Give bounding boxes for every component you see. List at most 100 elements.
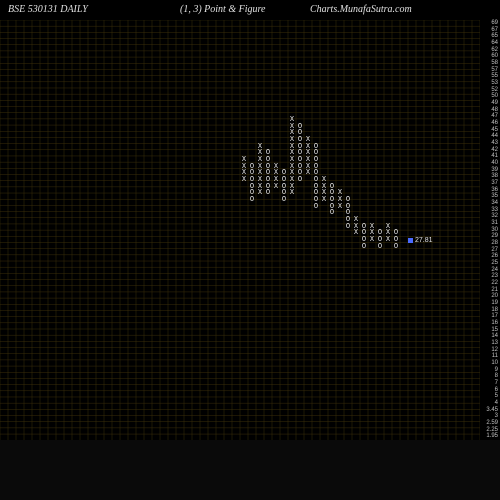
y-axis-label: 67	[491, 27, 498, 33]
pf-x-cell: X	[320, 177, 328, 184]
y-axis-label: 9	[495, 367, 498, 373]
y-axis-label: 64	[491, 40, 498, 46]
pf-x-cell: X	[256, 150, 264, 157]
pf-x-cell: X	[320, 197, 328, 204]
pf-o-cell: O	[248, 164, 256, 171]
y-axis-label: 39	[491, 167, 498, 173]
pf-o-cell: O	[392, 237, 400, 244]
chart-area: XXXXOOOOOOXXXXXXXXOOOOOOOXXXXOOOOOXXXXXX…	[0, 20, 480, 440]
pf-x-cell: X	[352, 224, 360, 231]
y-axis-label: 4	[495, 400, 498, 406]
bottom-blank-area	[0, 440, 500, 500]
y-axis-label: 36	[491, 187, 498, 193]
pf-o-cell: O	[360, 244, 368, 251]
pf-o-cell: O	[264, 177, 272, 184]
pf-o-cell: O	[296, 170, 304, 177]
pf-x-cell: X	[304, 157, 312, 164]
pf-x-cell: X	[288, 164, 296, 171]
y-axis-label: 2.25	[486, 427, 498, 433]
pf-o-cell: O	[312, 204, 320, 211]
pf-x-cell: X	[288, 150, 296, 157]
y-axis-label: 10	[491, 360, 498, 366]
pf-o-cell: O	[296, 124, 304, 131]
pf-o-cell: O	[248, 184, 256, 191]
pf-x-cell: X	[288, 190, 296, 197]
pf-o-cell: O	[296, 144, 304, 151]
pf-o-cell: O	[296, 164, 304, 171]
y-axis-label: 15	[491, 327, 498, 333]
pf-o-cell: O	[296, 177, 304, 184]
y-axis-label: 19	[491, 300, 498, 306]
pf-o-cell: O	[264, 157, 272, 164]
pf-x-cell: X	[368, 237, 376, 244]
y-axis-label: 52	[491, 87, 498, 93]
pf-o-cell: O	[280, 197, 288, 204]
y-axis-label: 14	[491, 333, 498, 339]
y-axis-label: 8	[495, 373, 498, 379]
grid-lines	[0, 20, 480, 440]
pf-o-cell: O	[392, 230, 400, 237]
y-axis-label: 53	[491, 80, 498, 86]
y-axis-label: 30	[491, 227, 498, 233]
y-axis-label: 55	[491, 73, 498, 79]
pf-o-cell: O	[312, 197, 320, 204]
pf-o-cell: O	[280, 177, 288, 184]
pf-x-cell: X	[240, 164, 248, 171]
y-axis-label: 38	[491, 173, 498, 179]
pf-x-cell: X	[240, 170, 248, 177]
pf-x-cell: X	[272, 177, 280, 184]
pf-o-cell: O	[328, 204, 336, 211]
pf-o-cell: O	[248, 190, 256, 197]
pf-o-cell: O	[280, 170, 288, 177]
pf-x-cell: X	[288, 124, 296, 131]
pf-x-cell: X	[256, 164, 264, 171]
y-axis-label: 2.59	[486, 420, 498, 426]
pf-x-cell: X	[288, 157, 296, 164]
pf-o-cell: O	[296, 130, 304, 137]
pf-o-cell: O	[264, 170, 272, 177]
y-axis-label: 1.95	[486, 433, 498, 439]
pf-x-cell: X	[272, 164, 280, 171]
pf-o-cell: O	[312, 177, 320, 184]
pf-x-cell: X	[336, 204, 344, 211]
y-axis-label: 26	[491, 253, 498, 259]
pf-o-cell: O	[328, 184, 336, 191]
y-axis-label: 29	[491, 233, 498, 239]
pf-o-cell: O	[328, 210, 336, 217]
y-axis-label: 32	[491, 213, 498, 219]
pf-x-cell: X	[368, 230, 376, 237]
y-axis-label: 49	[491, 100, 498, 106]
chart-type-title: (1, 3) Point & Figure	[180, 4, 265, 15]
y-axis-label: 23	[491, 273, 498, 279]
y-axis-label: 13	[491, 340, 498, 346]
pf-o-cell: O	[328, 190, 336, 197]
pf-o-cell: O	[312, 144, 320, 151]
pf-x-cell: X	[272, 170, 280, 177]
pf-o-cell: O	[296, 137, 304, 144]
pf-o-cell: O	[264, 164, 272, 171]
pf-x-cell: X	[304, 144, 312, 151]
pf-x-cell: X	[288, 170, 296, 177]
pf-o-cell: O	[280, 184, 288, 191]
y-axis-label: 42	[491, 147, 498, 153]
pf-x-cell: X	[240, 157, 248, 164]
pf-x-cell: X	[304, 150, 312, 157]
chart-container: BSE 530131 DAILY (1, 3) Point & Figure C…	[0, 0, 500, 500]
y-axis-label: 35	[491, 193, 498, 199]
y-axis-label: 37	[491, 180, 498, 186]
pf-o-cell: O	[344, 210, 352, 217]
pf-o-cell: O	[248, 177, 256, 184]
y-axis-label: 65	[491, 33, 498, 39]
y-axis-label: 57	[491, 67, 498, 73]
pf-x-cell: X	[336, 190, 344, 197]
pf-o-cell: O	[264, 190, 272, 197]
y-axis-label: 21	[491, 287, 498, 293]
pf-x-cell: X	[384, 237, 392, 244]
pf-o-cell: O	[248, 170, 256, 177]
y-axis-label: 6	[495, 387, 498, 393]
pf-x-cell: X	[320, 184, 328, 191]
pf-o-cell: O	[360, 224, 368, 231]
pf-o-cell: O	[360, 230, 368, 237]
pf-o-cell: O	[296, 150, 304, 157]
y-axis-label: 22	[491, 280, 498, 286]
